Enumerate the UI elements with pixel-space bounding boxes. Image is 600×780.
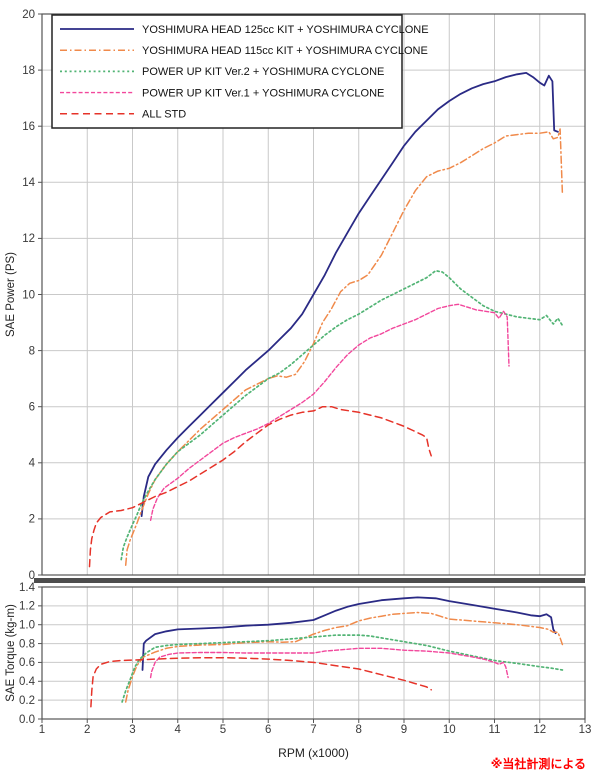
torque-y-tick-label: 0.2 <box>19 695 35 707</box>
legend-label: ALL STD <box>142 109 186 121</box>
legend-item-3: POWER UP KIT Ver.1 + YOSHIMURA CYCLONE <box>60 87 384 99</box>
legend-item-4: ALL STD <box>60 109 186 121</box>
series-line-power-3 <box>149 303 510 521</box>
series-line-torque-0 <box>141 596 557 671</box>
legend-label: POWER UP KIT Ver.2 + YOSHIMURA CYCLONE <box>142 66 384 78</box>
power-y-axis-title: SAE Power (PS) <box>5 252 17 337</box>
series-line-power-1 <box>124 128 564 566</box>
torque-y-tick-label: 1.2 <box>19 601 35 613</box>
legend: YOSHIMURA HEAD 125cc KIT + YOSHIMURA CYC… <box>51 14 429 129</box>
power-y-tick-label: 14 <box>22 177 35 189</box>
x-tick-label: 4 <box>175 724 182 736</box>
x-tick-label: 6 <box>265 724 271 736</box>
torque-y-tick-label: 1.4 <box>19 582 36 594</box>
series-line-torque-1 <box>124 611 564 703</box>
x-tick-label: 9 <box>401 724 407 736</box>
series-line-power-2 <box>120 269 564 561</box>
x-tick-label: 12 <box>533 724 546 736</box>
legend-item-1: YOSHIMURA HEAD 115cc KIT + YOSHIMURA CYC… <box>60 45 428 57</box>
power-panel-frame <box>41 13 586 576</box>
x-tick-label: 2 <box>84 724 90 736</box>
x-tick-label: 8 <box>356 724 362 736</box>
torque-y-tick-label: 0.4 <box>19 676 36 688</box>
series-line-torque-2 <box>121 634 564 703</box>
legend-box <box>51 14 403 129</box>
series-line-torque-4 <box>90 656 432 708</box>
legend-label: YOSHIMURA HEAD 125cc KIT + YOSHIMURA CYC… <box>142 24 429 36</box>
torque-y-tick-label: 1.0 <box>19 620 35 632</box>
x-tick-label: 10 <box>443 724 456 736</box>
torque-y-tick-label: 0.6 <box>19 657 35 669</box>
series-line-torque-3 <box>149 647 509 679</box>
series-line-power-0 <box>140 72 559 517</box>
measurement-note: ※当社計測による <box>490 757 586 771</box>
x-tick-label: 1 <box>39 724 45 736</box>
legend-label: POWER UP KIT Ver.1 + YOSHIMURA CYCLONE <box>142 87 384 99</box>
x-tick-label: 7 <box>310 724 316 736</box>
power-y-tick-label: 16 <box>22 121 35 133</box>
power-y-tick-label: 0 <box>29 570 35 582</box>
power-y-tick-label: 6 <box>29 402 35 414</box>
power-y-tick-label: 2 <box>29 514 35 526</box>
x-axis-title: RPM (x1000) <box>278 746 349 760</box>
power-y-tick-label: 4 <box>29 458 36 470</box>
torque-y-tick-label: 0.0 <box>19 714 35 726</box>
legend-label: YOSHIMURA HEAD 115cc KIT + YOSHIMURA CYC… <box>142 45 428 57</box>
series-line-power-4 <box>88 405 432 568</box>
x-tick-label: 11 <box>489 724 501 736</box>
power-y-tick-label: 12 <box>22 233 35 245</box>
legend-item-2: POWER UP KIT Ver.2 + YOSHIMURA CYCLONE <box>60 66 384 78</box>
power-y-tick-label: 20 <box>22 9 35 21</box>
torque-y-axis-title: SAE Torque (kg-m) <box>5 604 17 702</box>
x-tick-label: 13 <box>579 724 592 736</box>
legend-item-0: YOSHIMURA HEAD 125cc KIT + YOSHIMURA CYC… <box>60 24 429 36</box>
power-y-tick-label: 18 <box>22 65 35 77</box>
power-y-tick-label: 8 <box>29 345 35 357</box>
x-tick-label: 5 <box>220 724 226 736</box>
x-tick-label: 3 <box>129 724 135 736</box>
torque-y-tick-label: 0.8 <box>19 638 35 650</box>
power-y-tick-label: 10 <box>22 289 35 301</box>
